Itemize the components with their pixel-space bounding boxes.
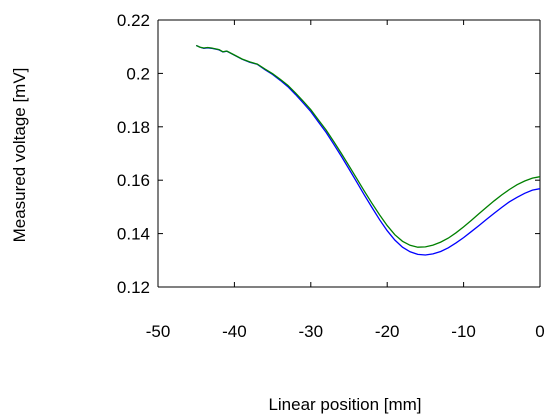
y-tick-label: 0.14 <box>117 225 150 244</box>
x-tick-label: -50 <box>146 322 171 341</box>
series-group <box>195 44 541 256</box>
y-tick-label: 0.22 <box>117 11 150 30</box>
y-tick-label: 0.2 <box>126 64 150 83</box>
series-line-2 <box>195 44 541 248</box>
y-axis-label: Measured voltage [mV] <box>10 68 29 243</box>
x-tick-label: -30 <box>299 322 324 341</box>
y-tick-label: 0.12 <box>117 278 150 297</box>
y-tick-label: 0.16 <box>117 171 150 190</box>
y-tick-label: 0.18 <box>117 118 150 137</box>
x-axis-label: Linear position [mm] <box>268 395 421 414</box>
x-tick-label: -10 <box>451 322 476 341</box>
x-tick-label: -20 <box>375 322 400 341</box>
x-tick-labels: -50 -40 -30 -20 -10 0 <box>146 322 545 341</box>
y-tick-labels: 0.12 0.14 0.16 0.18 0.2 0.22 <box>117 11 150 297</box>
series-line-1 <box>195 44 541 256</box>
x-tick-label: 0 <box>535 322 544 341</box>
axes <box>157 19 541 288</box>
x-tick-label: -40 <box>222 322 247 341</box>
